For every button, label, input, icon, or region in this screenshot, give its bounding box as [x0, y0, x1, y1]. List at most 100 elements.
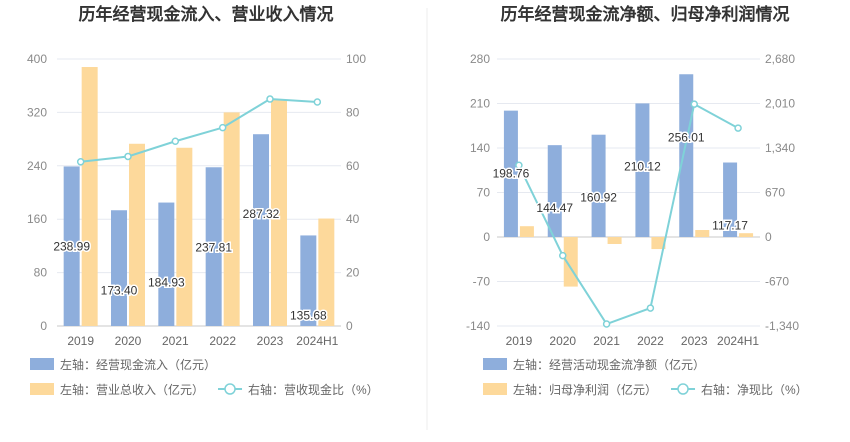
ratio-line — [518, 102, 739, 326]
x-tick-label: 2023 — [681, 334, 708, 348]
bar-blue — [111, 210, 127, 326]
right-axis-tick: 100 — [346, 52, 366, 66]
left-axis-tick: 400 — [27, 52, 47, 66]
left-axis-tick: 240 — [27, 159, 47, 173]
ratio-point — [313, 98, 322, 106]
ratio-point — [76, 158, 85, 166]
ratio-point — [559, 251, 567, 260]
x-tick-label: 2023 — [257, 334, 284, 348]
bar-orange — [607, 237, 622, 244]
bar-orange — [318, 218, 335, 326]
ratio-point — [602, 320, 611, 328]
chart-title: 历年经营现金流入、营业收入情况 — [79, 4, 334, 24]
left-axis-tick: 0 — [40, 319, 47, 333]
ratio-point — [515, 161, 523, 170]
data-label: 198.76 — [493, 167, 530, 181]
right-axis-tick: 20 — [346, 266, 360, 280]
x-tick-label: 2021 — [593, 334, 620, 348]
legend-line-marker — [677, 383, 689, 395]
data-label: 210.12 — [624, 159, 661, 173]
legend-swatch-blue — [483, 358, 507, 370]
x-tick-label: 2020 — [549, 334, 576, 348]
left-axis-tick: 160 — [27, 212, 47, 226]
data-label: 117.17 — [712, 219, 748, 233]
x-tick-label: 2024H1 — [296, 334, 338, 348]
legend-swatch-orange — [483, 383, 507, 395]
left-axis-tick: 280 — [470, 52, 490, 66]
bar-orange — [739, 233, 754, 237]
legend-label: 左轴：经营现金流入（亿元） — [60, 357, 216, 372]
data-label: 173.40 — [101, 283, 138, 297]
right-axis-tick: -1,340 — [765, 319, 799, 333]
right-axis-tick: 80 — [346, 105, 360, 119]
bar-blue — [63, 166, 80, 326]
right-axis-tick: 60 — [346, 159, 360, 173]
bar-blue — [205, 167, 222, 326]
ratio-point — [690, 100, 698, 108]
legend-swatch-orange — [30, 383, 54, 395]
left-axis-tick: 210 — [470, 97, 490, 111]
right-axis-tick: 2,010 — [765, 97, 795, 111]
left-axis-tick: -140 — [466, 319, 490, 333]
data-label: 237.81 — [195, 240, 232, 254]
data-label: 160.92 — [580, 191, 617, 205]
data-label: 184.93 — [148, 276, 185, 290]
left-axis-tick: 320 — [27, 105, 47, 119]
bar-blue — [723, 162, 738, 237]
bar-orange — [651, 237, 666, 250]
data-label: 135.68 — [290, 308, 327, 322]
bar-orange — [519, 226, 534, 237]
bar-blue — [300, 235, 317, 326]
ratio-point — [218, 123, 227, 132]
data-label: 144.47 — [536, 201, 573, 215]
ratio-point — [734, 124, 742, 132]
data-label: 256.01 — [668, 130, 705, 144]
legend-label: 右轴：净现比（%） — [701, 382, 808, 397]
bar-blue — [635, 103, 650, 238]
right-axis-tick: 0 — [346, 319, 353, 333]
x-tick-label: 2022 — [637, 334, 664, 348]
bar-blue — [591, 134, 606, 237]
ratio-point — [124, 152, 132, 161]
left-axis-tick: 0 — [483, 230, 490, 244]
legend-label: 左轴：营业总收入（亿元） — [60, 382, 204, 397]
legend-swatch-blue — [30, 358, 54, 370]
ratio-point — [646, 304, 655, 312]
right-axis-tick: 2,680 — [765, 52, 795, 66]
x-tick-label: 2019 — [506, 334, 533, 348]
bar-blue — [503, 110, 518, 237]
bar-orange — [271, 99, 287, 326]
left-axis-tick: -70 — [473, 275, 491, 289]
legend-label: 左轴：经营活动现金流净额（亿元） — [513, 357, 705, 372]
right-axis-tick: 1,340 — [765, 141, 795, 155]
bar-blue — [679, 74, 694, 237]
left-axis-tick: 70 — [477, 186, 491, 200]
chart-title: 历年经营现金流净额、归母净利润情况 — [501, 4, 790, 24]
bar-orange — [223, 112, 240, 327]
legend-line-marker — [224, 383, 236, 395]
left-axis-tick: 140 — [470, 141, 490, 155]
bar-orange — [695, 230, 710, 237]
left-axis-tick: 80 — [34, 266, 48, 280]
x-tick-label: 2022 — [209, 334, 236, 348]
data-label: 287.32 — [243, 207, 280, 221]
x-tick-label: 2019 — [67, 334, 94, 348]
right-axis-tick: 0 — [765, 230, 772, 244]
x-tick-label: 2021 — [162, 334, 189, 348]
data-label: 238.99 — [53, 239, 90, 253]
ratio-line — [80, 98, 318, 163]
right-axis-tick: 40 — [346, 212, 360, 226]
x-tick-label: 2024H1 — [717, 334, 759, 348]
bar-blue — [253, 134, 269, 326]
legend-label: 左轴：归母净利润（亿元） — [513, 382, 657, 397]
bar-orange — [81, 67, 98, 326]
bar-blue — [158, 202, 175, 326]
x-tick-label: 2020 — [115, 334, 142, 348]
ratio-point — [171, 137, 180, 145]
bar-orange — [129, 143, 145, 326]
bar-blue — [547, 145, 562, 237]
right-axis-tick: -670 — [765, 275, 789, 289]
ratio-point — [266, 95, 274, 103]
